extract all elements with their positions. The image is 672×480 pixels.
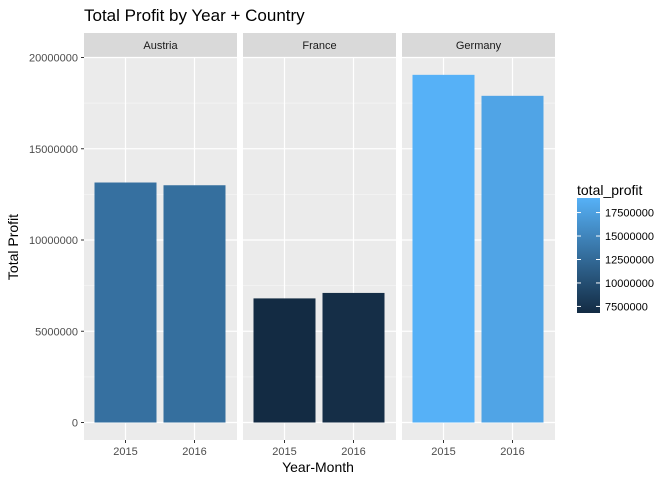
legend-label: 17500000: [605, 208, 654, 220]
legend-colorbar: [577, 198, 600, 313]
facet-panel-austria: Austria 2015 2016: [84, 33, 237, 458]
facet-panel-germany: Germany 2015 2016: [402, 33, 555, 458]
facet-strip: [84, 33, 237, 57]
facet-strip: [402, 33, 555, 57]
chart-title: Total Profit by Year + Country: [84, 6, 305, 25]
bar-austria-2016: [163, 185, 226, 423]
y-axis: 0 5000000 10000000 15000000 20000000: [29, 53, 84, 430]
x-tick-label: 2015: [113, 446, 137, 458]
y-tick-label: 10000000: [29, 235, 78, 247]
legend-title: total_profit: [577, 182, 642, 198]
legend-label: 12500000: [605, 254, 654, 266]
facet-strip-label: Austria: [143, 40, 178, 52]
facet-strip-label: France: [302, 40, 336, 52]
bar-france-2016: [322, 292, 385, 423]
x-tick-label: 2015: [272, 446, 296, 458]
x-tick-label: 2016: [182, 446, 206, 458]
y-tick-label: 20000000: [29, 53, 78, 65]
x-axis-title: Year-Month: [282, 459, 354, 475]
x-tick-label: 2016: [341, 446, 365, 458]
y-tick-label: 0: [72, 418, 78, 430]
bar-austria-2015: [94, 182, 157, 423]
x-tick-label: 2016: [500, 446, 524, 458]
facet-panel-france: France 2015 2016: [243, 33, 396, 458]
y-tick-label: 5000000: [35, 326, 78, 338]
x-tick-label: 2015: [431, 446, 455, 458]
facet-strip-label: Germany: [456, 40, 502, 52]
bar-germany-2016: [481, 95, 544, 423]
y-axis-title: Total Profit: [5, 214, 21, 280]
y-tick-label: 15000000: [29, 144, 78, 156]
legend-label: 7500000: [605, 301, 648, 313]
legend-label: 15000000: [605, 231, 654, 243]
legend: total_profit 17500000 15000000 12500000 100…: [577, 182, 654, 313]
facet-panels: Austria 2015 2016 France 2015 2016 Germany 2015…: [84, 33, 555, 458]
bar-france-2015: [253, 298, 316, 423]
bar-germany-2015: [412, 74, 475, 423]
facet-strip: [243, 33, 396, 57]
legend-label: 10000000: [605, 278, 654, 290]
